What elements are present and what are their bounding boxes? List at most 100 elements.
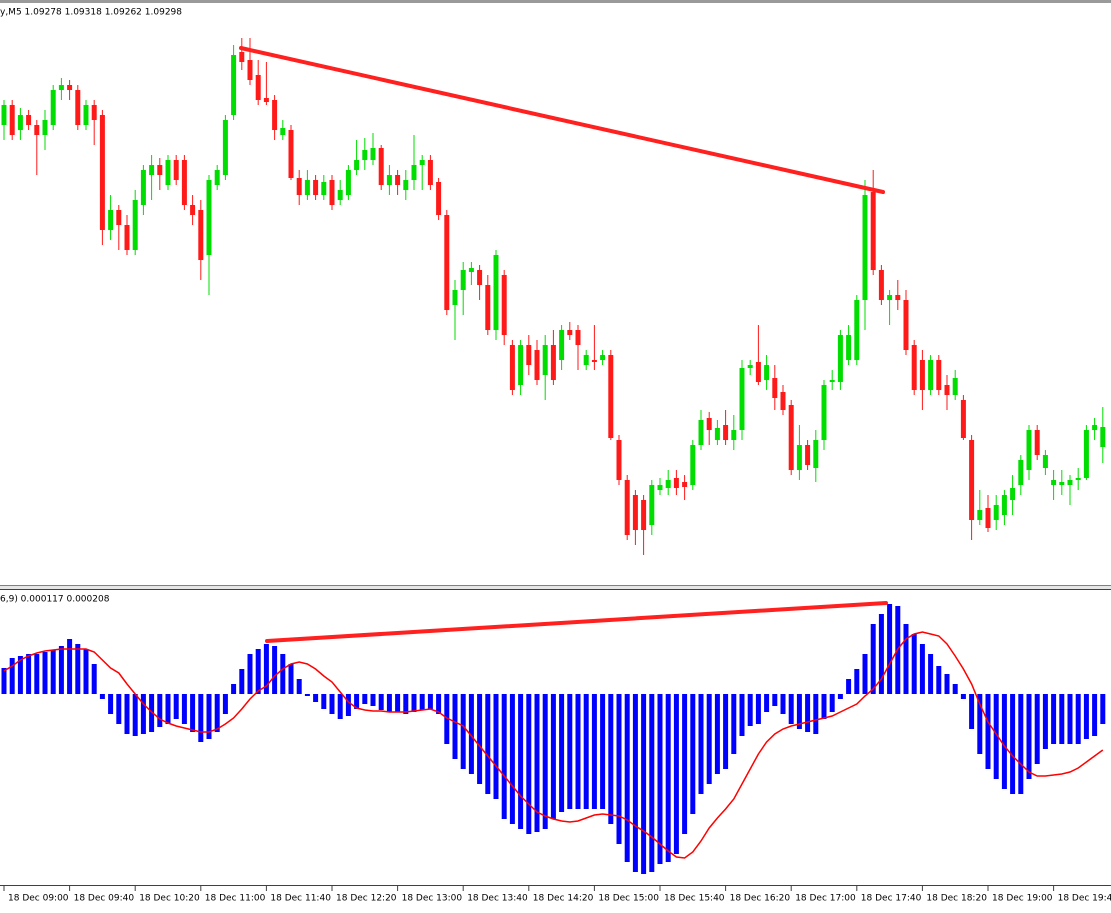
candle-body bbox=[501, 275, 507, 335]
candle-body bbox=[477, 270, 483, 285]
histogram-bar bbox=[731, 694, 737, 754]
candle-body bbox=[239, 52, 245, 62]
histogram-bar bbox=[919, 644, 925, 694]
histogram-bar bbox=[50, 650, 56, 694]
histogram-bar bbox=[550, 694, 556, 819]
histogram-bar bbox=[75, 644, 81, 694]
histogram-bar bbox=[460, 694, 466, 769]
candle-body bbox=[75, 90, 81, 125]
candle-body bbox=[1059, 482, 1065, 485]
candle-body bbox=[1, 105, 7, 125]
candle-body bbox=[468, 268, 474, 272]
candle-body bbox=[99, 115, 105, 230]
x-tick-label: 18 Dec 16:20 bbox=[730, 894, 791, 904]
candle-body bbox=[42, 120, 48, 135]
candle-body bbox=[493, 255, 499, 330]
histogram-bar bbox=[395, 694, 401, 712]
candle-body bbox=[395, 175, 401, 185]
histogram-bar bbox=[747, 694, 753, 726]
candle-body bbox=[632, 495, 638, 530]
candle-body bbox=[559, 330, 565, 360]
histogram-bar bbox=[821, 694, 827, 719]
histogram-bar bbox=[181, 694, 187, 724]
histogram-bar bbox=[632, 694, 638, 872]
histogram-bar bbox=[222, 694, 228, 714]
candle-body bbox=[460, 270, 466, 290]
candle-body bbox=[969, 440, 975, 520]
histogram-bar bbox=[780, 694, 786, 714]
candle-body bbox=[304, 180, 310, 195]
histogram-bar bbox=[1, 668, 7, 694]
histogram-bar bbox=[616, 694, 622, 844]
candle-body bbox=[1100, 427, 1106, 447]
candle-body bbox=[1018, 460, 1024, 485]
candle-body bbox=[280, 128, 286, 135]
candle-body bbox=[9, 105, 15, 135]
histogram-bar bbox=[1059, 694, 1065, 744]
x-tick-label: 18 Dec 18:20 bbox=[926, 894, 987, 904]
histogram-bar bbox=[887, 604, 893, 694]
candle-body bbox=[17, 115, 23, 130]
histogram-bar bbox=[846, 679, 852, 694]
candle-body bbox=[985, 508, 991, 528]
histogram-bar bbox=[624, 694, 630, 862]
histogram-bar bbox=[706, 694, 712, 784]
candle-body bbox=[534, 350, 540, 380]
candle-body bbox=[928, 360, 934, 390]
histogram-bar bbox=[91, 664, 97, 694]
histogram-bar bbox=[190, 694, 196, 732]
candle-body bbox=[403, 180, 409, 190]
candle-body bbox=[878, 270, 884, 300]
candle-body bbox=[870, 192, 876, 270]
histogram-bar bbox=[165, 694, 171, 724]
histogram-bar bbox=[928, 654, 934, 694]
x-tick-label: 18 Dec 09:00 bbox=[8, 894, 69, 904]
histogram-bar bbox=[231, 684, 237, 694]
candle-body bbox=[411, 165, 417, 180]
histogram-bar bbox=[362, 694, 368, 704]
candle-body bbox=[665, 480, 671, 488]
candle-body bbox=[1083, 430, 1089, 478]
macd-header: 6,9) 0.000117 0.000208 bbox=[0, 595, 110, 605]
histogram-bar bbox=[518, 694, 524, 829]
histogram-bar bbox=[936, 666, 942, 694]
histogram-bar bbox=[698, 694, 704, 794]
histogram-bar bbox=[878, 614, 884, 694]
candle-body bbox=[190, 205, 196, 215]
candle-body bbox=[600, 355, 606, 360]
histogram-bar bbox=[772, 694, 778, 706]
histogram-bar bbox=[583, 694, 589, 809]
candle-body bbox=[1010, 488, 1016, 500]
histogram-bar bbox=[796, 694, 802, 729]
candle-body bbox=[616, 440, 622, 480]
histogram-bar bbox=[214, 694, 220, 732]
histogram-bar bbox=[370, 694, 376, 706]
histogram-bar bbox=[985, 694, 991, 769]
candle-body bbox=[624, 480, 630, 535]
candle-body bbox=[813, 440, 819, 468]
histogram-bar bbox=[813, 694, 819, 734]
candle-body bbox=[132, 200, 138, 250]
signal-line bbox=[3, 631, 1104, 859]
histogram-bar bbox=[608, 694, 614, 824]
histogram-bar bbox=[690, 694, 696, 814]
histogram-bar bbox=[944, 674, 950, 694]
histogram-bar bbox=[419, 694, 425, 710]
candle-body bbox=[657, 485, 663, 490]
candle-body bbox=[313, 180, 319, 195]
candle-body bbox=[829, 380, 835, 382]
histogram-bar bbox=[452, 694, 458, 759]
candle-body bbox=[673, 478, 679, 488]
candle-body bbox=[198, 210, 204, 260]
histogram-bar bbox=[854, 669, 860, 694]
histogram-bar bbox=[1026, 694, 1032, 779]
candle-body bbox=[255, 75, 261, 100]
x-tick-label: 18 Dec 17:00 bbox=[795, 894, 856, 904]
x-tick-label: 18 Dec 14:20 bbox=[533, 894, 594, 904]
candle-body bbox=[231, 55, 237, 115]
histogram-bar bbox=[649, 694, 655, 872]
candle-body bbox=[706, 418, 712, 430]
candle-body bbox=[26, 115, 32, 125]
histogram-bar bbox=[1083, 694, 1089, 739]
candle-body bbox=[436, 182, 442, 215]
